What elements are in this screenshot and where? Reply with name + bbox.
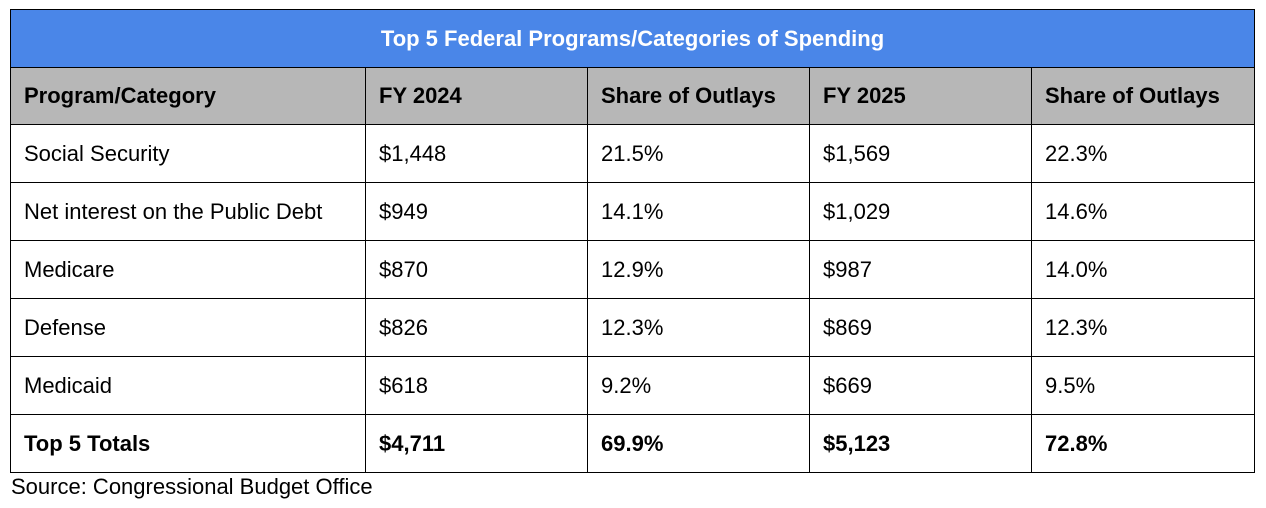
fy2025-value: $669	[809, 356, 1032, 415]
spending-table-container: Top 5 Federal Programs/Categories of Spe…	[9, 9, 1256, 473]
totals-share-2025: 72.8%	[1030, 414, 1256, 473]
spending-table: Top 5 Federal Programs/Categories of Spe…	[9, 9, 1256, 473]
fy2024-value: $870	[365, 240, 588, 299]
table-title: Top 5 Federal Programs/Categories of Spe…	[9, 9, 1256, 68]
table-row: Medicare $870 12.9% $987 14.0%	[10, 240, 1256, 299]
table-row: Medicaid $618 9.2% $669 9.5%	[10, 356, 1256, 415]
totals-row: Top 5 Totals $4,711 69.9% $5,123 72.8%	[10, 414, 1256, 473]
totals-label: Top 5 Totals	[10, 414, 366, 473]
table-row: Defense $826 12.3% $869 12.3%	[10, 298, 1256, 357]
header-fy2025: FY 2025	[809, 67, 1032, 125]
fy2024-value: $949	[365, 182, 588, 241]
table-row: Net interest on the Public Debt $949 14.…	[10, 182, 1256, 241]
share-2024-value: 9.2%	[587, 356, 810, 415]
totals-share-2024: 69.9%	[587, 414, 810, 473]
fy2025-value: $1,569	[809, 124, 1032, 183]
share-2024-value: 14.1%	[587, 182, 810, 241]
share-2025-value: 14.0%	[1030, 240, 1256, 299]
program-name: Social Security	[10, 124, 366, 183]
program-name: Net interest on the Public Debt	[10, 182, 366, 241]
share-2025-value: 22.3%	[1030, 124, 1256, 183]
table-row: Social Security $1,448 21.5% $1,569 22.3…	[10, 124, 1256, 183]
share-2025-value: 12.3%	[1030, 298, 1256, 357]
totals-fy2025: $5,123	[809, 414, 1032, 473]
totals-fy2024: $4,711	[365, 414, 588, 473]
table-title-row: Top 5 Federal Programs/Categories of Spe…	[9, 9, 1256, 68]
source-note: Source: Congressional Budget Office	[11, 474, 373, 499]
header-share-2024: Share of Outlays	[587, 67, 810, 125]
share-2024-value: 12.3%	[587, 298, 810, 357]
program-name: Defense	[10, 298, 366, 357]
share-2024-value: 21.5%	[587, 124, 810, 183]
header-program-category: Program/Category	[10, 67, 366, 125]
program-name: Medicare	[10, 240, 366, 299]
header-fy2024: FY 2024	[365, 67, 588, 125]
fy2025-value: $869	[809, 298, 1032, 357]
fy2024-value: $1,448	[365, 124, 588, 183]
fy2024-value: $618	[365, 356, 588, 415]
table-header-row: Program/Category FY 2024 Share of Outlay…	[10, 67, 1256, 125]
fy2025-value: $987	[809, 240, 1032, 299]
fy2025-value: $1,029	[809, 182, 1032, 241]
fy2024-value: $826	[365, 298, 588, 357]
program-name: Medicaid	[10, 356, 366, 415]
share-2025-value: 9.5%	[1030, 356, 1256, 415]
header-share-2025: Share of Outlays	[1030, 67, 1256, 125]
share-2025-value: 14.6%	[1030, 182, 1256, 241]
share-2024-value: 12.9%	[587, 240, 810, 299]
